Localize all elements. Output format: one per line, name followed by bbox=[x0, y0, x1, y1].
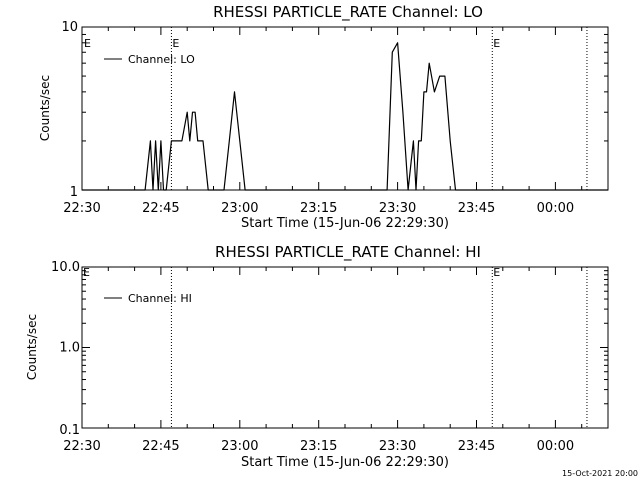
x-tick-label: 23:15 bbox=[300, 439, 337, 454]
y-tick-label: 0.1 bbox=[59, 423, 80, 438]
x-tick-label: 23:30 bbox=[379, 201, 416, 216]
series-line bbox=[82, 42, 608, 191]
lo-y-axis-label: Counts/sec bbox=[38, 75, 52, 141]
time-marker-label: E bbox=[172, 37, 179, 50]
hi-panel: RHESSI PARTICLE_RATE Channel: HI 22:30 22… bbox=[25, 243, 609, 470]
x-tick-label: 23:00 bbox=[221, 201, 258, 216]
lo-chart-title: RHESSI PARTICLE_RATE Channel: LO bbox=[213, 3, 483, 22]
x-tick-label: 23:45 bbox=[458, 201, 495, 216]
x-tick-label: 23:30 bbox=[379, 439, 416, 454]
lo-left-edge-marker: E bbox=[84, 37, 91, 50]
lo-x-tick-labels: 22:30 22:45 23:00 23:15 23:30 23:45 00:00 bbox=[63, 201, 574, 216]
lo-series-group bbox=[82, 42, 608, 191]
x-tick-label: 22:30 bbox=[63, 439, 100, 454]
y-tick-label: 10 bbox=[61, 20, 78, 35]
x-tick-label: 00:00 bbox=[537, 439, 574, 454]
x-tick-label: 22:45 bbox=[142, 201, 179, 216]
hi-chart-title: RHESSI PARTICLE_RATE Channel: HI bbox=[215, 243, 481, 262]
lo-axis-ticks bbox=[81, 26, 609, 191]
hi-y-axis-label: Counts/sec bbox=[25, 314, 39, 380]
lo-panel: RHESSI PARTICLE_RATE Channel: LO 22:30 22… bbox=[38, 3, 609, 231]
lo-x-axis-label: Start Time (15-Jun-06 22:29:30) bbox=[241, 216, 449, 231]
hi-x-tick-labels: 22:30 22:45 23:00 23:15 23:30 23:45 00:00 bbox=[63, 439, 574, 454]
lo-legend-label: Channel: LO bbox=[128, 53, 195, 66]
hi-time-markers: E bbox=[170, 266, 588, 428]
x-tick-label: 22:30 bbox=[63, 201, 100, 216]
x-tick-label: 23:15 bbox=[300, 201, 337, 216]
hi-x-axis-label: Start Time (15-Jun-06 22:29:30) bbox=[241, 455, 449, 470]
hi-legend-label: Channel: HI bbox=[128, 292, 192, 305]
time-marker-label: E bbox=[493, 266, 500, 279]
x-tick-label: 23:45 bbox=[458, 439, 495, 454]
footer-timestamp: 15-Oct-2021 20:00 bbox=[562, 469, 638, 478]
hi-y-tick-labels: 0.1 1.0 10.0 bbox=[51, 260, 80, 438]
y-tick-label: 1 bbox=[70, 185, 78, 200]
lo-y-tick-labels: 1 10 bbox=[61, 20, 78, 200]
x-tick-label: 23:00 bbox=[221, 439, 258, 454]
x-tick-label: 22:45 bbox=[142, 439, 179, 454]
y-tick-label: 1.0 bbox=[59, 341, 80, 356]
hi-left-edge-marker: E bbox=[83, 266, 90, 279]
time-marker-label: E bbox=[493, 37, 500, 50]
hi-axis-ticks bbox=[81, 266, 609, 429]
y-tick-label: 10.0 bbox=[51, 260, 80, 275]
x-tick-label: 00:00 bbox=[537, 201, 574, 216]
